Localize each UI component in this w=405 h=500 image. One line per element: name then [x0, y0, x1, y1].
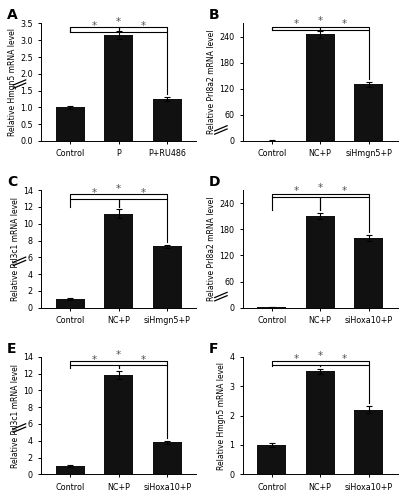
Bar	[55, 466, 85, 474]
Text: E: E	[7, 342, 17, 355]
Bar	[152, 246, 181, 308]
Text: *: *	[317, 183, 322, 193]
Y-axis label: Relative Prl8a2 mRNA level: Relative Prl8a2 mRNA level	[207, 196, 216, 301]
Bar	[104, 376, 133, 474]
Y-axis label: Relative Hmgn5 mRNA level: Relative Hmgn5 mRNA level	[217, 362, 226, 470]
Text: *: *	[341, 186, 346, 196]
Bar	[305, 372, 334, 474]
Text: *: *	[116, 17, 121, 27]
Bar	[353, 410, 382, 474]
Text: *: *	[92, 188, 97, 198]
Bar	[55, 108, 85, 141]
Text: A: A	[7, 8, 18, 22]
Y-axis label: Relative Prl3c1 mRNA level: Relative Prl3c1 mRNA level	[11, 197, 20, 301]
Text: B: B	[208, 8, 219, 22]
Bar	[305, 216, 334, 308]
Text: *: *	[92, 22, 97, 32]
Bar	[353, 84, 382, 141]
Text: C: C	[7, 175, 17, 189]
Text: *: *	[140, 354, 145, 364]
Bar	[55, 300, 85, 308]
Text: *: *	[293, 20, 298, 30]
Bar	[104, 35, 133, 141]
Text: *: *	[317, 16, 322, 26]
Bar	[305, 34, 334, 141]
Text: *: *	[341, 20, 346, 30]
Text: *: *	[116, 184, 121, 194]
Bar	[353, 238, 382, 308]
Text: *: *	[140, 188, 145, 198]
Text: *: *	[317, 350, 322, 360]
Bar	[104, 214, 133, 308]
Text: *: *	[293, 186, 298, 196]
Text: *: *	[140, 22, 145, 32]
Y-axis label: Relative Hmgn5 mRNA level: Relative Hmgn5 mRNA level	[9, 28, 17, 136]
Text: *: *	[341, 354, 346, 364]
Text: *: *	[92, 354, 97, 364]
Y-axis label: Relative Prl3c1 mRNA level: Relative Prl3c1 mRNA level	[11, 364, 20, 468]
Y-axis label: Relative Prl8a2 mRNA level: Relative Prl8a2 mRNA level	[207, 30, 216, 134]
Text: *: *	[293, 354, 298, 364]
Bar	[152, 442, 181, 474]
Bar	[256, 445, 286, 474]
Bar	[152, 99, 181, 141]
Text: *: *	[116, 350, 121, 360]
Text: D: D	[208, 175, 220, 189]
Text: F: F	[208, 342, 217, 355]
